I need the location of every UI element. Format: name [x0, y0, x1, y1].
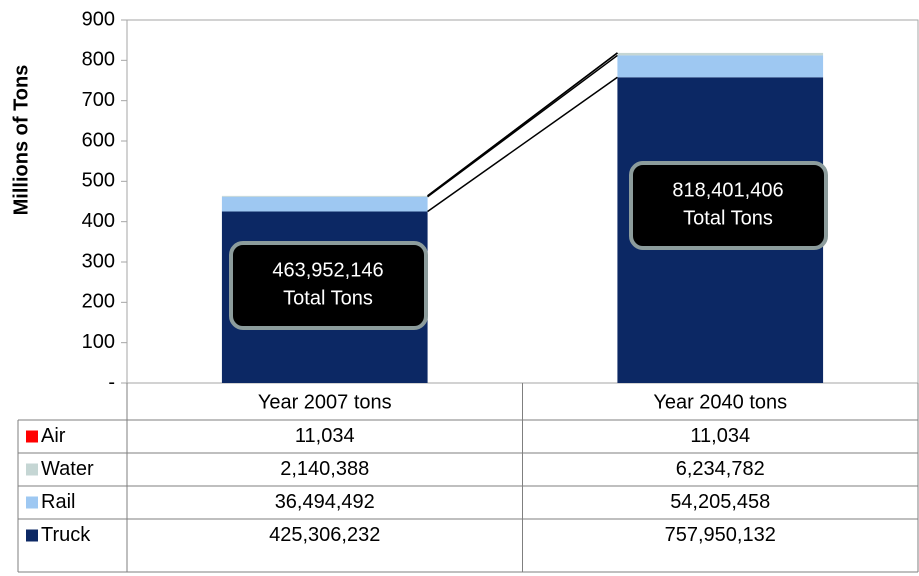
x-tick-label: Year 2007 tons: [258, 391, 392, 413]
y-tick-label: 700: [82, 89, 115, 111]
bar-segment: [617, 55, 824, 78]
y-axis-title: Millions of Tons: [10, 65, 32, 216]
legend-swatch: [26, 430, 38, 443]
table-value: 11,034: [690, 425, 750, 447]
table-value: 757,950,132: [665, 524, 776, 546]
legend-label: Rail: [41, 491, 75, 513]
legend-label: Truck: [41, 524, 91, 546]
annotation-box: [629, 161, 828, 250]
annotation-text: 463,952,146: [272, 259, 383, 281]
table-value: 425,306,232: [269, 524, 380, 546]
table-value: 11,034: [295, 425, 355, 447]
legend-swatch: [26, 496, 38, 509]
series-line: [427, 54, 618, 198]
table-value: 2,140,388: [280, 458, 369, 480]
y-tick-label: 100: [82, 331, 115, 353]
bar-segment: [221, 195, 428, 197]
y-tick-label: 900: [82, 8, 115, 30]
legend-label: Air: [41, 425, 66, 447]
bar-segment: [617, 52, 824, 56]
table-value: 6,234,782: [676, 458, 765, 480]
y-tick-label: 500: [82, 170, 115, 192]
annotation-text: Total Tons: [683, 207, 773, 229]
legend-swatch: [26, 529, 38, 542]
bar-segment: [221, 196, 428, 212]
x-tick-label: Year 2040 tons: [653, 391, 787, 413]
y-tick-label: 800: [82, 49, 115, 71]
annotation-text: 818,401,406: [672, 179, 783, 201]
series-line: [427, 52, 618, 197]
y-tick-label: 300: [82, 250, 115, 272]
annotation: 463,952,146 Total Tons: [229, 241, 428, 330]
y-tick-label: 200: [82, 291, 115, 313]
table-value: 54,205,458: [670, 491, 770, 513]
series-line: [427, 76, 618, 213]
y-tick-label: 400: [82, 210, 115, 232]
table-value: 36,494,492: [275, 491, 375, 513]
legend-swatch: [26, 463, 38, 476]
y-tick-label: 600: [82, 129, 115, 151]
legend-label: Water: [41, 458, 94, 480]
annotation-box: [229, 241, 428, 330]
annotation: 818,401,406 Total Tons: [629, 161, 828, 250]
y-tick-label: -: [108, 371, 115, 393]
annotation-text: Total Tons: [283, 287, 373, 309]
